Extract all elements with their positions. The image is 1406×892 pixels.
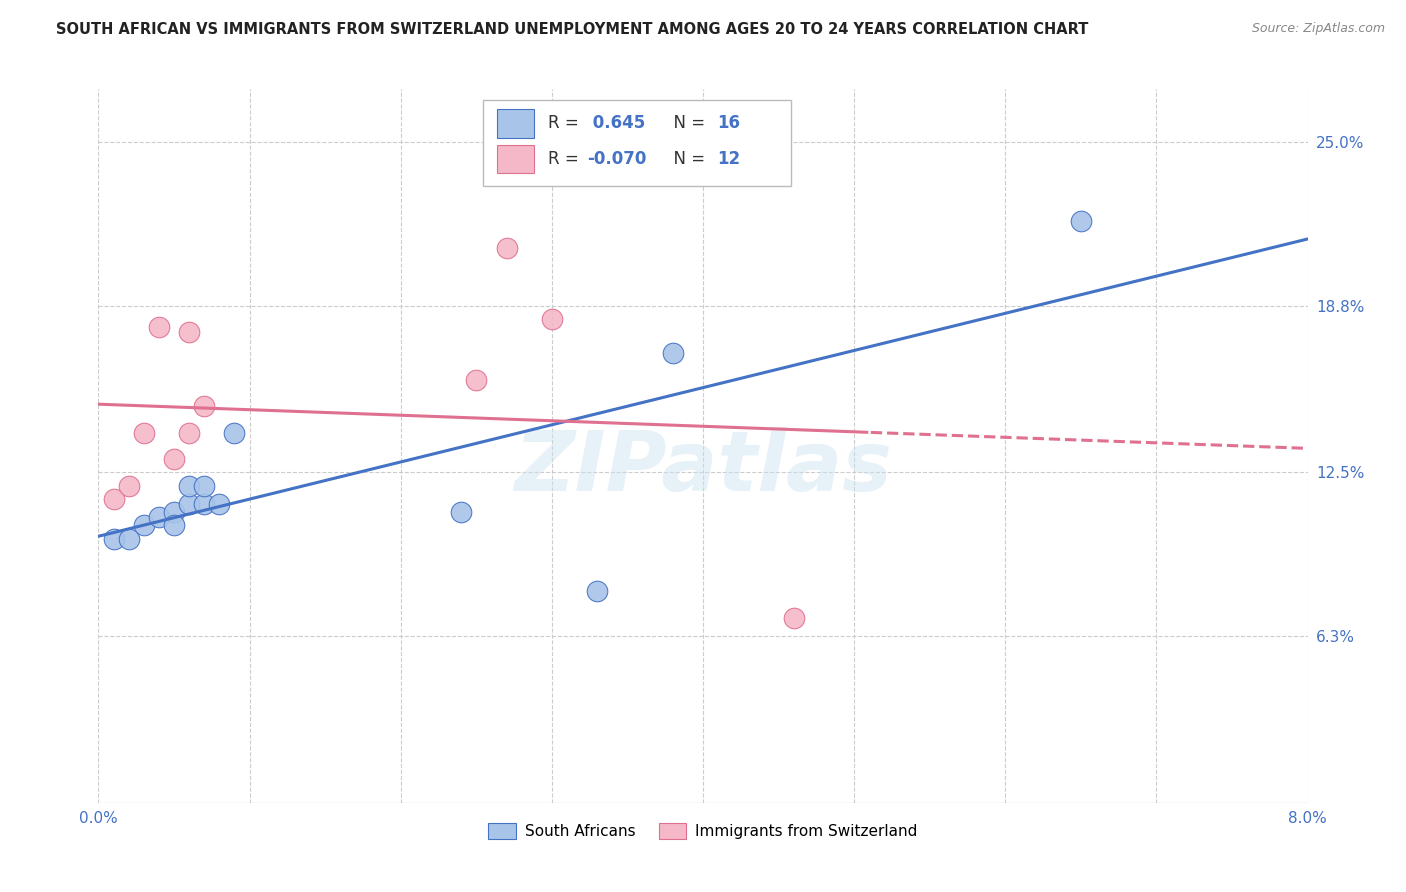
Text: SOUTH AFRICAN VS IMMIGRANTS FROM SWITZERLAND UNEMPLOYMENT AMONG AGES 20 TO 24 YE: SOUTH AFRICAN VS IMMIGRANTS FROM SWITZER…: [56, 22, 1088, 37]
Point: [224, 425, 246, 440]
Point: [450, 505, 472, 519]
Point: [163, 505, 186, 519]
Point: [132, 425, 155, 440]
Point: [132, 518, 155, 533]
Text: Source: ZipAtlas.com: Source: ZipAtlas.com: [1251, 22, 1385, 36]
Point: [1070, 214, 1092, 228]
Point: [193, 497, 215, 511]
Point: [586, 584, 609, 599]
Point: [179, 326, 201, 340]
FancyBboxPatch shape: [498, 109, 534, 137]
Text: 12: 12: [717, 150, 741, 168]
Point: [103, 491, 125, 506]
Point: [163, 518, 186, 533]
Point: [163, 452, 186, 467]
Point: [465, 373, 488, 387]
Point: [118, 532, 141, 546]
Point: [661, 346, 683, 360]
Point: [148, 510, 170, 524]
Point: [118, 478, 141, 492]
Point: [783, 611, 806, 625]
Legend: South Africans, Immigrants from Switzerland: South Africans, Immigrants from Switzerl…: [481, 815, 925, 847]
Text: 0.645: 0.645: [586, 114, 645, 132]
Text: 16: 16: [717, 114, 741, 132]
FancyBboxPatch shape: [498, 145, 534, 173]
Point: [540, 312, 562, 326]
Text: -0.070: -0.070: [586, 150, 647, 168]
Point: [103, 532, 125, 546]
Point: [495, 241, 517, 255]
Point: [179, 425, 201, 440]
Text: R =: R =: [548, 150, 585, 168]
Point: [179, 497, 201, 511]
Text: ZIPatlas: ZIPatlas: [515, 427, 891, 508]
Point: [208, 497, 231, 511]
FancyBboxPatch shape: [482, 100, 792, 186]
Text: R =: R =: [548, 114, 585, 132]
Text: N =: N =: [664, 150, 710, 168]
Point: [193, 400, 215, 414]
Point: [148, 320, 170, 334]
Point: [193, 478, 215, 492]
Text: N =: N =: [664, 114, 710, 132]
Point: [179, 478, 201, 492]
